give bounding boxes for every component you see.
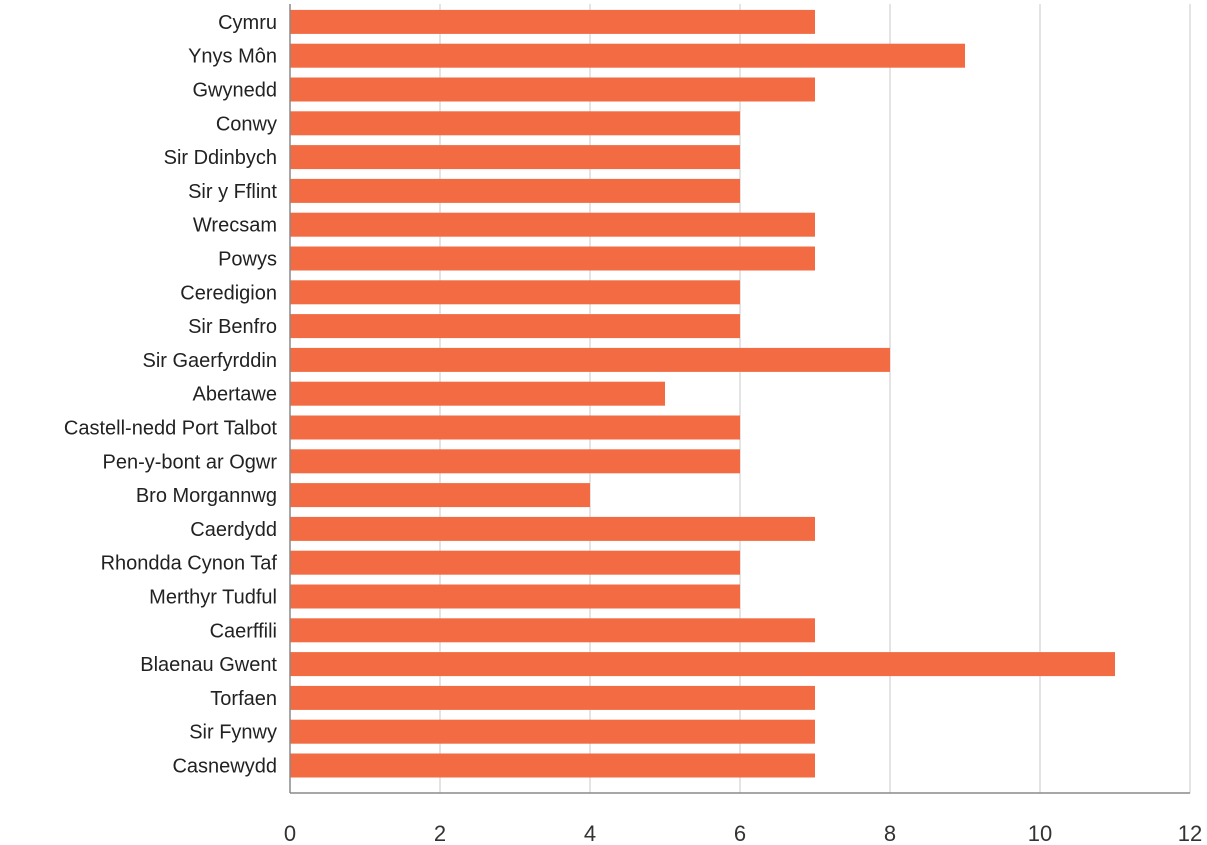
category-label-22: Casnewydd (172, 756, 277, 778)
bar-5 (290, 178, 740, 203)
bar-17 (290, 584, 740, 609)
category-label-11: Abertawe (193, 384, 278, 406)
category-label-12: Castell-nedd Port Talbot (64, 418, 278, 440)
bar-9 (290, 314, 740, 339)
category-label-15: Caerdydd (190, 519, 277, 541)
category-label-0: Cymru (218, 12, 277, 34)
bar-0 (290, 9, 815, 34)
category-label-2: Gwynedd (193, 80, 278, 102)
category-label-20: Torfaen (210, 688, 277, 710)
bar-3 (290, 111, 740, 136)
category-label-19: Blaenau Gwent (140, 654, 277, 676)
bar-20 (290, 685, 815, 710)
bar-12 (290, 415, 740, 440)
x-tick-label-4: 8 (884, 821, 896, 845)
category-label-4: Sir Ddinbych (164, 147, 277, 169)
x-tick-label-5: 10 (1028, 821, 1052, 845)
bar-8 (290, 280, 740, 305)
category-label-8: Ceredigion (180, 282, 277, 304)
category-label-6: Wrecsam (193, 215, 277, 237)
bar-4 (290, 145, 740, 170)
category-label-7: Powys (218, 249, 277, 271)
bar-7 (290, 246, 815, 271)
category-label-18: Caerffili (210, 620, 277, 642)
category-label-9: Sir Benfro (188, 316, 277, 338)
x-tick-label-0: 0 (284, 821, 296, 845)
category-label-3: Conwy (216, 113, 277, 135)
category-labels: Cymru Ynys Môn Gwynedd Conwy Sir Ddinbych Sir… (64, 12, 278, 778)
category-label-14: Bro Morgannwg (136, 485, 277, 507)
x-tick-label-3: 6 (734, 821, 746, 845)
bar-10 (290, 347, 890, 372)
x-tick-label-1: 2 (434, 821, 446, 845)
bar-1 (290, 43, 965, 68)
category-label-17: Merthyr Tudful (149, 587, 277, 609)
bar-14 (290, 483, 590, 508)
category-label-16: Rhondda Cynon Taf (101, 553, 278, 575)
category-label-21: Sir Fynwy (189, 722, 277, 744)
bar-21 (290, 719, 815, 744)
bar-22 (290, 753, 815, 778)
x-tick-label-6: 12 (1178, 821, 1202, 845)
bar-15 (290, 516, 815, 541)
category-label-13: Pen-y-bont ar Ogwr (102, 451, 277, 473)
x-tick-label-2: 4 (584, 821, 596, 845)
bar-19 (290, 652, 1115, 677)
bar-11 (290, 381, 665, 406)
category-label-1: Ynys Môn (188, 46, 277, 68)
bar-6 (290, 212, 815, 237)
bar-16 (290, 550, 740, 575)
category-label-10: Sir Gaerfyrddin (143, 350, 278, 372)
bar-13 (290, 449, 740, 474)
x-tick-labels: 0 2 4 6 8 10 12 (284, 821, 1202, 845)
bar-18 (290, 618, 815, 643)
category-label-5: Sir y Fflint (188, 181, 277, 203)
bars (290, 9, 1115, 778)
bar-2 (290, 77, 815, 102)
